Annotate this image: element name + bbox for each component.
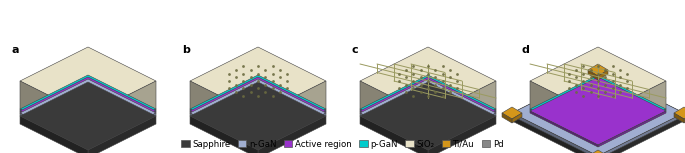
Polygon shape — [20, 77, 156, 145]
Polygon shape — [360, 109, 428, 145]
Polygon shape — [258, 81, 326, 143]
Legend: Sapphire, n-GaN, Active region, p-GaN, SiO₂, Ti/Au, Pd: Sapphire, n-GaN, Active region, p-GaN, S… — [181, 140, 504, 149]
Polygon shape — [598, 109, 666, 145]
Polygon shape — [428, 81, 496, 143]
Polygon shape — [530, 109, 598, 145]
Polygon shape — [428, 109, 496, 145]
Polygon shape — [674, 113, 684, 123]
Text: c: c — [352, 45, 359, 55]
Text: d: d — [522, 45, 530, 55]
Polygon shape — [598, 70, 608, 80]
Polygon shape — [360, 77, 496, 145]
Polygon shape — [190, 82, 326, 150]
Polygon shape — [360, 82, 496, 150]
Polygon shape — [530, 81, 598, 143]
Polygon shape — [258, 111, 326, 147]
Polygon shape — [88, 111, 156, 147]
Polygon shape — [88, 113, 156, 150]
Polygon shape — [502, 113, 512, 123]
Polygon shape — [588, 150, 608, 153]
Polygon shape — [598, 113, 684, 153]
Polygon shape — [20, 111, 88, 147]
Polygon shape — [360, 113, 428, 150]
Polygon shape — [360, 81, 428, 143]
Polygon shape — [360, 79, 496, 147]
Polygon shape — [258, 109, 326, 145]
Text: b: b — [182, 45, 190, 55]
Polygon shape — [20, 109, 88, 145]
Polygon shape — [190, 81, 258, 143]
Polygon shape — [20, 82, 156, 150]
Polygon shape — [360, 116, 428, 153]
Polygon shape — [674, 107, 685, 119]
Polygon shape — [598, 81, 666, 143]
Polygon shape — [530, 75, 666, 143]
Polygon shape — [190, 77, 326, 145]
Polygon shape — [88, 81, 156, 143]
Polygon shape — [502, 107, 522, 119]
Polygon shape — [360, 75, 496, 143]
Polygon shape — [190, 47, 326, 115]
Polygon shape — [512, 113, 598, 153]
Polygon shape — [20, 81, 88, 143]
Polygon shape — [20, 79, 156, 147]
Polygon shape — [190, 109, 258, 145]
Polygon shape — [190, 113, 258, 150]
Text: a: a — [12, 45, 19, 55]
Polygon shape — [512, 113, 598, 153]
Polygon shape — [530, 47, 666, 115]
Polygon shape — [20, 116, 88, 153]
Polygon shape — [20, 113, 88, 150]
Polygon shape — [258, 116, 326, 153]
Polygon shape — [190, 75, 326, 143]
Polygon shape — [20, 75, 156, 143]
Polygon shape — [588, 70, 598, 80]
Polygon shape — [88, 109, 156, 145]
Polygon shape — [258, 113, 326, 150]
Polygon shape — [512, 70, 684, 153]
Polygon shape — [428, 116, 496, 153]
Polygon shape — [530, 77, 666, 145]
Polygon shape — [20, 47, 156, 115]
Polygon shape — [190, 116, 258, 153]
Polygon shape — [512, 113, 522, 123]
Polygon shape — [684, 113, 685, 123]
Polygon shape — [530, 111, 598, 147]
Polygon shape — [190, 79, 326, 147]
Polygon shape — [588, 64, 608, 76]
Polygon shape — [360, 111, 428, 147]
Polygon shape — [190, 111, 258, 147]
Polygon shape — [360, 47, 496, 115]
Polygon shape — [512, 70, 684, 153]
Polygon shape — [598, 113, 684, 153]
Polygon shape — [598, 111, 666, 147]
Polygon shape — [88, 116, 156, 153]
Polygon shape — [428, 113, 496, 150]
Polygon shape — [428, 111, 496, 147]
